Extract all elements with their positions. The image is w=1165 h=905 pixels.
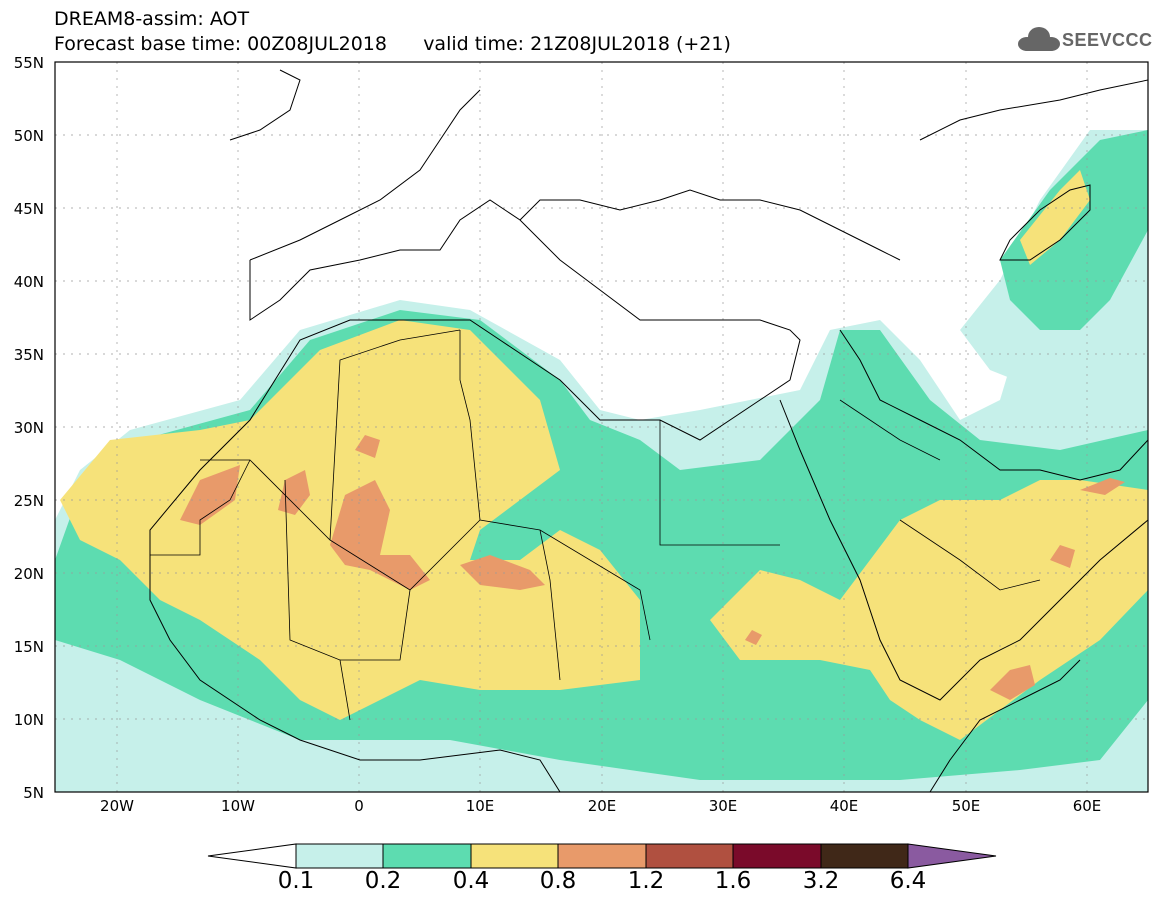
logo-text: SEEVCCC [1062, 30, 1153, 50]
aot-band-0.8-i [745, 630, 762, 645]
lat-label: 50N [13, 127, 44, 145]
colorbar-bin-2 [382, 843, 472, 869]
lat-label: 45N [13, 200, 44, 218]
colorbar-bin-6 [732, 843, 822, 869]
lat-label: 55N [13, 54, 44, 72]
aot-band-0.2-caspian [1000, 130, 1148, 330]
lat-label: 25N [13, 492, 44, 510]
cloud-icon [1018, 27, 1060, 51]
aot-band-0.8-a [180, 465, 240, 525]
lat-label: 5N [23, 784, 44, 802]
lat-label: 35N [13, 346, 44, 364]
colorbar-under-arrow [207, 843, 297, 869]
lon-label: 50E [951, 797, 981, 815]
colorbar-label: 0.1 [277, 868, 315, 894]
seevccc-logo [1018, 27, 1060, 51]
aot-band-0.8-f [990, 665, 1035, 700]
lon-label: 20E [587, 797, 617, 815]
colorbar-label: 0.8 [539, 868, 577, 894]
lat-label: 15N [13, 638, 44, 656]
aot-band-0.8-g [1050, 545, 1075, 568]
lat-label: 30N [13, 419, 44, 437]
lon-label: 20W [100, 797, 134, 815]
lon-label: 10E [465, 797, 495, 815]
lon-label: 30E [708, 797, 738, 815]
coastlines [149, 69, 1148, 792]
forecast-times: Forecast base time: 00Z08JUL2018 valid t… [54, 33, 731, 55]
map-title: DREAM8-assim: AOT [54, 8, 250, 30]
colorbar-bin-5 [645, 843, 734, 869]
colorbar-label: 1.2 [627, 868, 665, 894]
lon-label: 40E [829, 797, 859, 815]
aot-band-0.8-c [330, 480, 430, 590]
lat-label: 20N [13, 565, 44, 583]
colorbar-label: 0.2 [364, 868, 402, 894]
aot-band-0.4-caspian [1020, 170, 1090, 265]
colorbar-label: 0.4 [452, 868, 490, 894]
colorbar [207, 843, 997, 869]
lat-label: 10N [13, 711, 44, 729]
country-borders [150, 329, 1041, 721]
graticule [55, 62, 1148, 792]
colorbar-label: 3.2 [802, 868, 840, 894]
colorbar-bin-7 [820, 843, 909, 869]
colorbar-label: 6.4 [889, 868, 927, 894]
colorbar-bin-4 [557, 843, 647, 869]
colorbar-over-arrow [907, 843, 997, 869]
aot-band-0.8-h [1080, 478, 1125, 495]
lon-label: 0 [354, 797, 364, 815]
aot-field [55, 62, 1148, 792]
aot-band-0.4-east [710, 480, 1148, 740]
colorbar-bin-1 [295, 843, 384, 869]
colorbar-bin-3 [470, 843, 559, 869]
lat-label: 40N [13, 273, 44, 291]
colorbar-label: 1.6 [714, 868, 752, 894]
lon-label: 10W [221, 797, 255, 815]
aot-band-0.8-e [355, 435, 380, 458]
aot-band-0.8-d [460, 555, 545, 590]
lon-label: 60E [1072, 797, 1102, 815]
map-frame [54, 61, 1149, 793]
